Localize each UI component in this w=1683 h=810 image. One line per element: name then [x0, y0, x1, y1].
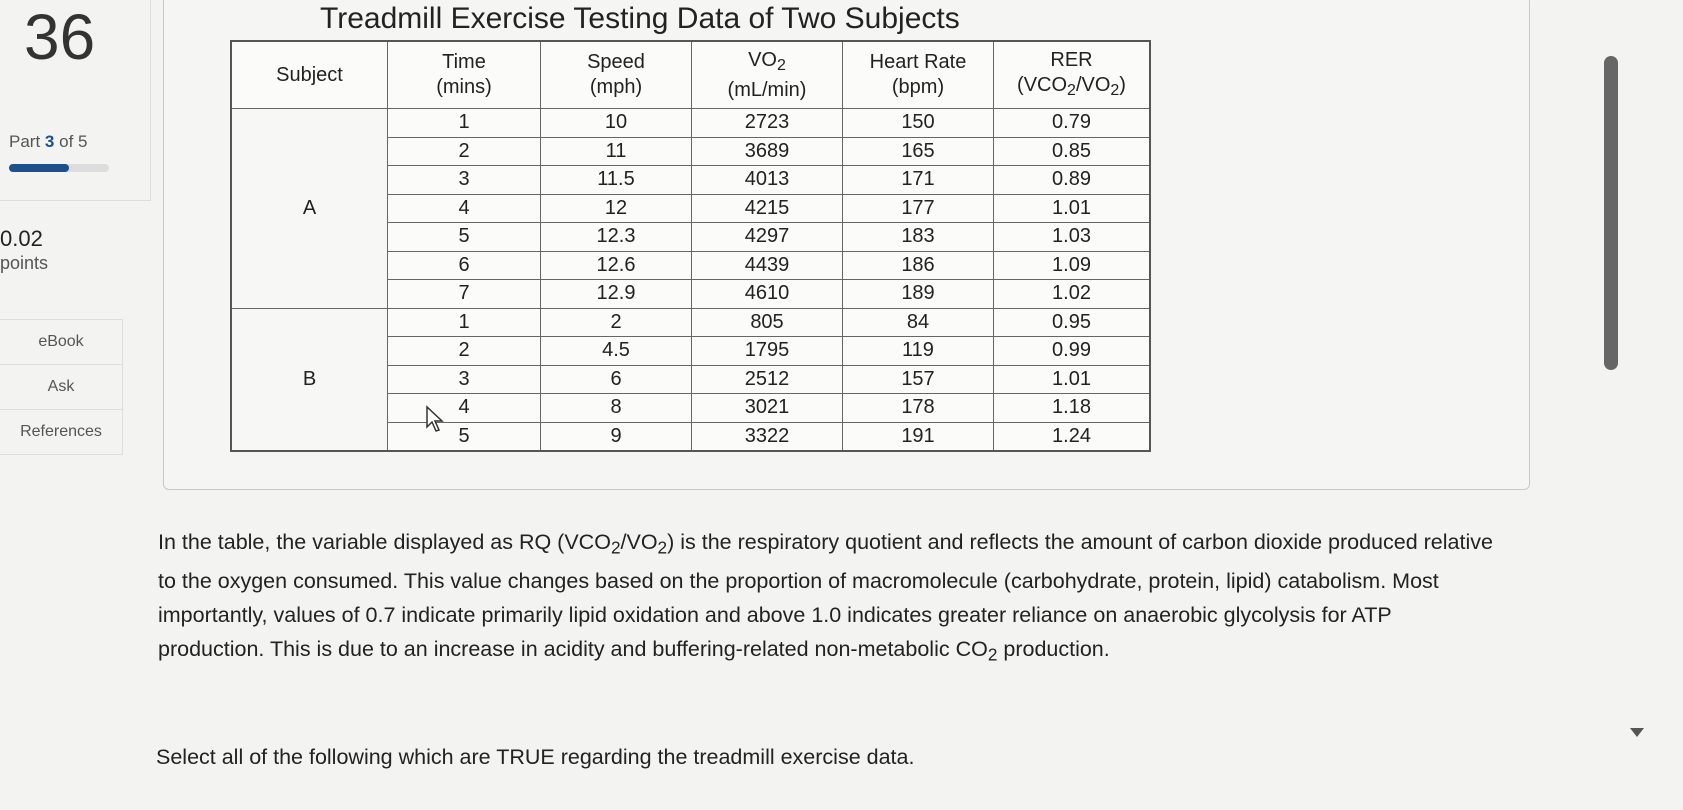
header-time: Time (mins)	[387, 40, 541, 109]
vo2-cell: 4610	[691, 279, 843, 309]
part-progress-fill	[9, 164, 69, 172]
table-row: 3 6 2512 157 1.01	[231, 364, 1151, 394]
heart-rate-cell: 171	[842, 165, 994, 195]
vo2-cell: 4439	[691, 250, 843, 280]
time-cell: 5	[387, 421, 541, 452]
header-vo2: VO2 (mL/min)	[691, 40, 843, 109]
vo2-cell: 3021	[691, 393, 843, 423]
rer-cell: 0.85	[993, 136, 1151, 166]
part-prefix: Part	[9, 132, 41, 151]
question-number: 36	[24, 1, 96, 73]
rer-cell: 0.99	[993, 336, 1151, 366]
vo2-cell: 2723	[691, 108, 843, 138]
mouse-pointer-icon	[426, 405, 444, 432]
speed-cell: 12.3	[540, 222, 692, 252]
table-row: 6 12.6 4439 186 1.09	[231, 250, 1151, 280]
rer-cell: 1.01	[993, 193, 1151, 223]
table-row: 5 12.3 4297 183 1.03	[231, 222, 1151, 252]
heart-rate-cell: 165	[842, 136, 994, 166]
vo2-cell: 1795	[691, 336, 843, 366]
table-title: Treadmill Exercise Testing Data of Two S…	[320, 2, 960, 35]
speed-cell: 10	[540, 108, 692, 138]
data-table: Subject Time (mins) Speed (mph) VO2 (mL/min…	[230, 40, 1151, 452]
references-link[interactable]: References	[0, 409, 123, 455]
part-current: 3	[44, 132, 55, 151]
ebook-link[interactable]: eBook	[0, 319, 123, 365]
vo2-cell: 805	[691, 307, 843, 337]
rer-cell: 1.01	[993, 364, 1151, 394]
time-cell: 4	[387, 193, 541, 223]
speed-cell: 4.5	[540, 336, 692, 366]
table-header-row: Subject Time (mins) Speed (mph) VO2 (mL/min…	[230, 40, 1151, 109]
time-cell: 6	[387, 250, 541, 280]
header-heart-rate: Heart Rate (bpm)	[842, 40, 994, 109]
time-cell: 7	[387, 279, 541, 309]
heart-rate-cell: 177	[842, 193, 994, 223]
scroll-down-arrow-icon[interactable]	[1630, 728, 1644, 737]
table-row: 5 9 3322 191 1.24	[231, 421, 1151, 452]
time-cell: 4	[387, 393, 541, 423]
time-cell: 3	[387, 364, 541, 394]
table-row: B 1 2 805 84 0.95	[230, 307, 1151, 452]
rer-cell: 1.24	[993, 421, 1151, 452]
time-cell: 3	[387, 165, 541, 195]
header-rer: RER (VCO2/VO2)	[993, 40, 1151, 109]
heart-rate-cell: 178	[842, 393, 994, 423]
time-cell: 5	[387, 222, 541, 252]
time-cell: 2	[387, 136, 541, 166]
header-subject: Subject	[230, 40, 388, 109]
vertical-scrollbar[interactable]	[1604, 56, 1618, 370]
heart-rate-cell: 191	[842, 421, 994, 452]
question-passage: In the table, the variable displayed as …	[158, 530, 1493, 665]
vo2-cell: 2512	[691, 364, 843, 394]
table-row: A 1 10 2723 150 0.79	[230, 108, 1151, 309]
speed-cell: 8	[540, 393, 692, 423]
rer-cell: 0.95	[993, 307, 1151, 337]
part-suffix: of 5	[59, 132, 88, 151]
vo2-cell: 4297	[691, 222, 843, 252]
speed-cell: 11	[540, 136, 692, 166]
speed-cell: 2	[540, 307, 692, 337]
header-speed: Speed (mph)	[540, 40, 692, 109]
question-sidebar	[0, 0, 151, 201]
rer-cell: 1.03	[993, 222, 1151, 252]
points-label: points	[0, 253, 49, 273]
heart-rate-cell: 157	[842, 364, 994, 394]
subject-cell: A	[230, 108, 388, 309]
speed-cell: 12.6	[540, 250, 692, 280]
speed-cell: 12.9	[540, 279, 692, 309]
rer-cell: 1.02	[993, 279, 1151, 309]
table-row: 4 8 3021 178 1.18	[231, 393, 1151, 423]
table-row: 7 12.9 4610 189 1.02	[231, 279, 1151, 309]
heart-rate-cell: 183	[842, 222, 994, 252]
speed-cell: 9	[540, 421, 692, 452]
rer-cell: 0.89	[993, 165, 1151, 195]
table-row: 4 12 4215 177 1.01	[231, 193, 1151, 223]
vo2-cell: 3322	[691, 421, 843, 452]
heart-rate-cell: 189	[842, 279, 994, 309]
points-value: 0.02	[0, 226, 43, 251]
speed-cell: 11.5	[540, 165, 692, 195]
time-cell: 2	[387, 336, 541, 366]
time-cell: 1	[387, 108, 541, 138]
heart-rate-cell: 84	[842, 307, 994, 337]
heart-rate-cell: 119	[842, 336, 994, 366]
vo2-cell: 4013	[691, 165, 843, 195]
question-instruction: Select all of the following which are TR…	[156, 745, 915, 769]
rer-cell: 1.18	[993, 393, 1151, 423]
part-indicator: Part 3 of 5	[9, 132, 87, 152]
heart-rate-cell: 186	[842, 250, 994, 280]
part-progress-bar	[9, 164, 109, 172]
speed-cell: 6	[540, 364, 692, 394]
rer-cell: 0.79	[993, 108, 1151, 138]
vo2-cell: 3689	[691, 136, 843, 166]
time-cell: 1	[387, 307, 541, 337]
speed-cell: 12	[540, 193, 692, 223]
rer-cell: 1.09	[993, 250, 1151, 280]
ask-link[interactable]: Ask	[0, 364, 123, 410]
vo2-cell: 4215	[691, 193, 843, 223]
heart-rate-cell: 150	[842, 108, 994, 138]
subject-cell: B	[230, 307, 388, 452]
table-row: 2 11 3689 165 0.85	[231, 136, 1151, 166]
